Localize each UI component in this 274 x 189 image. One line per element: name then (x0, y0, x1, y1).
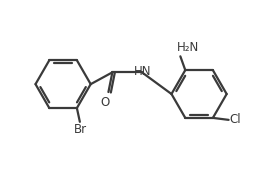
Text: Cl: Cl (230, 113, 241, 126)
Text: Br: Br (74, 123, 87, 136)
Text: H₂N: H₂N (177, 41, 199, 54)
Text: HN: HN (134, 65, 152, 78)
Text: O: O (101, 96, 110, 109)
